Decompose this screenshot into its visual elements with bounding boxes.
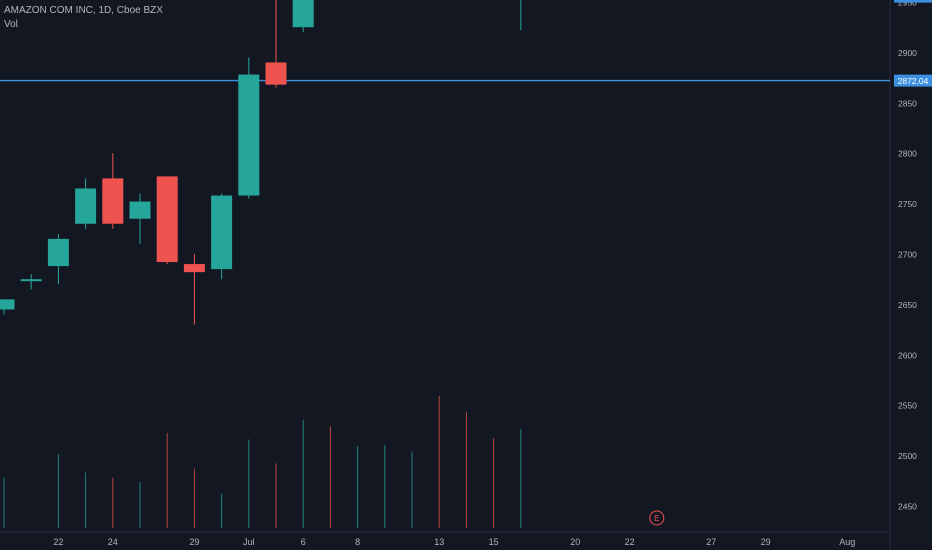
earnings-marker-icon[interactable] xyxy=(649,510,665,526)
price-level-label: 2955.34 xyxy=(898,0,929,2)
price-tick-label: 2850 xyxy=(898,98,917,108)
candle-body[interactable] xyxy=(238,74,260,196)
time-tick-label: 8 xyxy=(355,537,360,547)
price-tick-label: 2600 xyxy=(898,350,917,360)
candle-body[interactable] xyxy=(156,176,178,263)
time-tick-label: Aug xyxy=(839,537,855,547)
time-tick-label: Jul xyxy=(243,537,255,547)
price-tick-label: 2800 xyxy=(898,149,917,159)
candle-body[interactable] xyxy=(183,264,205,273)
price-tick-label: 2500 xyxy=(898,451,917,461)
price-tick-label: 2950 xyxy=(898,0,917,8)
price-tick-label: 2550 xyxy=(898,401,917,411)
price-level-label: 2872.04 xyxy=(898,76,929,86)
candle-body[interactable] xyxy=(292,0,314,28)
candle-body[interactable] xyxy=(75,188,97,224)
time-tick-label: 20 xyxy=(570,537,580,547)
candle-body[interactable] xyxy=(102,178,124,224)
price-level-badge xyxy=(894,74,932,87)
earnings-marker-label: E xyxy=(654,514,659,523)
time-tick-label: 29 xyxy=(761,537,771,547)
candle-body[interactable] xyxy=(20,279,42,282)
time-tick-label: 27 xyxy=(706,537,716,547)
time-tick-label: 29 xyxy=(189,537,199,547)
candle-body[interactable] xyxy=(265,62,287,85)
price-tick-label: 2450 xyxy=(898,502,917,512)
time-tick-label: 15 xyxy=(489,537,499,547)
candle-body[interactable] xyxy=(129,201,151,219)
candle-body[interactable] xyxy=(47,238,69,267)
candle-body[interactable] xyxy=(211,195,233,270)
symbol-title[interactable]: AMAZON COM INC, 1D, Cboe BZX xyxy=(4,5,163,16)
time-tick-label: 24 xyxy=(108,537,118,547)
price-tick-label: 2750 xyxy=(898,199,917,209)
time-tick-label: 22 xyxy=(625,537,635,547)
time-tick-label: 13 xyxy=(434,537,444,547)
price-level-badge xyxy=(894,0,932,3)
volume-legend-label[interactable]: Vol xyxy=(4,19,18,30)
time-tick-label: 6 xyxy=(301,537,306,547)
price-tick-label: 2650 xyxy=(898,300,917,310)
time-tick-label: 22 xyxy=(53,537,63,547)
candle-body[interactable] xyxy=(0,299,15,310)
price-tick-label: 2900 xyxy=(898,48,917,58)
price-tick-label: 2700 xyxy=(898,250,917,260)
